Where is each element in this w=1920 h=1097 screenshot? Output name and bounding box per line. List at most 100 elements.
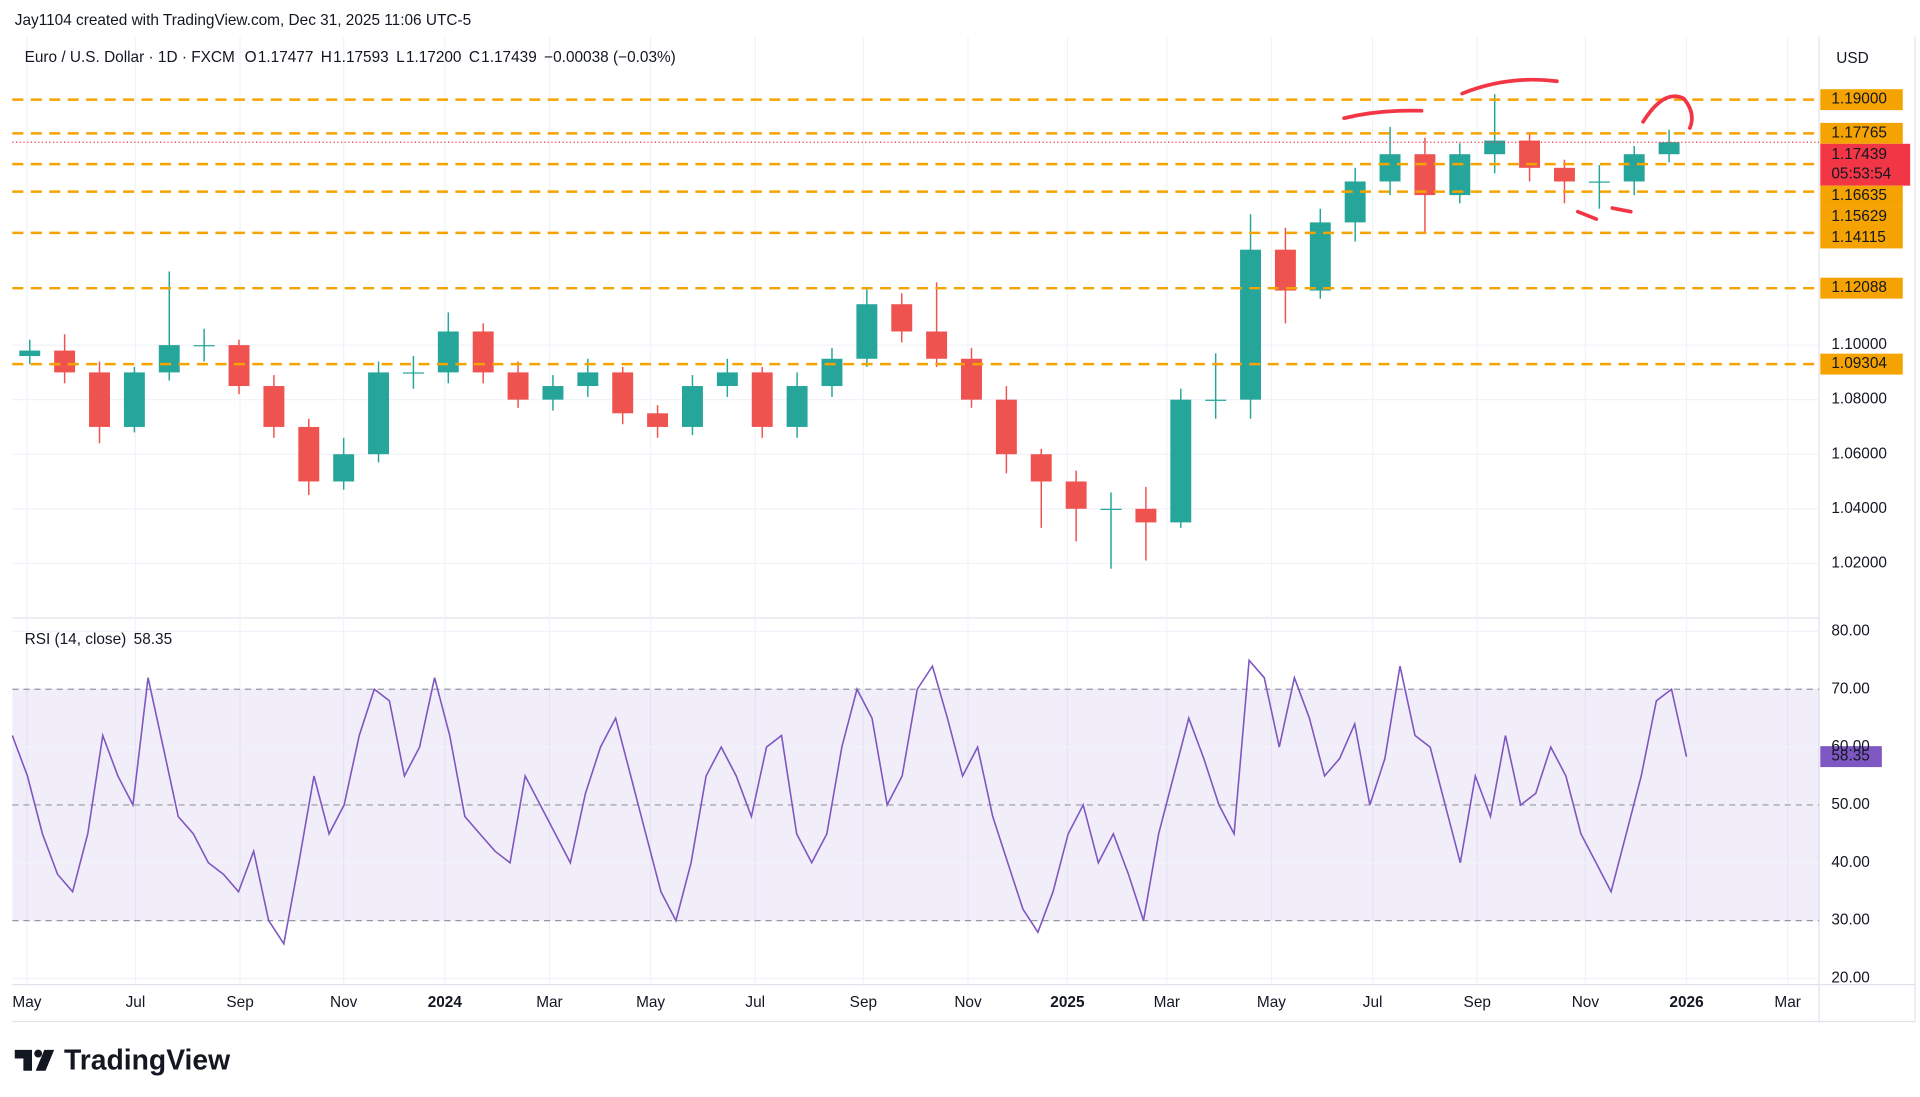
candle-body	[612, 372, 634, 414]
level-label: 1.16635	[1831, 187, 1887, 204]
x-tick-label: Mar	[536, 994, 562, 1011]
candle-body	[1309, 222, 1331, 291]
x-tick-label: Nov	[1572, 994, 1600, 1011]
last-price-box	[1820, 143, 1911, 186]
x-tick-label: Jul	[126, 994, 146, 1011]
candle-body	[507, 372, 529, 400]
logo: TradingView	[14, 1044, 231, 1076]
candle-body	[1065, 481, 1087, 509]
candle-body	[89, 372, 110, 427]
candle-body	[123, 372, 145, 427]
ohlc-value: 1.17439	[481, 49, 537, 66]
candle-body	[402, 372, 424, 374]
x-tick-label: Jul	[1363, 994, 1383, 1011]
candle-body	[1484, 140, 1506, 155]
annotations	[1342, 77, 1694, 221]
y-tick-label: 1.10000	[1831, 336, 1887, 353]
x-tick-label: Sep	[1464, 994, 1491, 1011]
x-tick-label: Mar	[1774, 994, 1800, 1011]
rsi-value-box	[1820, 746, 1882, 768]
level-label-box	[1820, 353, 1903, 375]
x-tick-label: May	[1257, 994, 1286, 1011]
annotation-stroke	[1641, 94, 1694, 130]
y-tick-label: 50.00	[1831, 796, 1869, 813]
level-label-box	[1820, 206, 1903, 228]
candle-body	[1658, 142, 1680, 155]
candle-body	[681, 386, 703, 427]
candle-body	[1135, 508, 1157, 523]
candle-body	[263, 386, 285, 427]
candle-body	[54, 350, 76, 373]
candle-body	[961, 358, 982, 400]
ohlc-key: O	[245, 49, 257, 66]
x-tick-label: May	[12, 994, 41, 1011]
candle-body	[1379, 154, 1401, 182]
candle-body	[647, 413, 669, 427]
candle-body	[437, 331, 459, 373]
logo-text: TradingView	[64, 1044, 231, 1076]
y-tick-label: 20.00	[1831, 970, 1869, 987]
level-label: 1.14115	[1831, 229, 1885, 246]
y-tick-label: 1.08000	[1831, 391, 1887, 408]
candle-body	[1030, 454, 1052, 482]
y-tick-label: 30.00	[1831, 912, 1869, 929]
rsi-title: RSI (14, close)	[25, 631, 127, 648]
x-tick-label: Sep	[850, 994, 877, 1011]
level-label: 1.17765	[1831, 124, 1887, 141]
symbol: Euro / U.S. Dollar · 1D · FXCM	[25, 49, 235, 66]
candle-body	[368, 372, 390, 455]
candle-body	[891, 304, 913, 332]
last-price-label: 1.17439	[1831, 146, 1887, 163]
candle-body	[1519, 140, 1541, 168]
currency-label: USD	[1836, 50, 1868, 67]
annotation-stroke	[1342, 108, 1424, 121]
level-label-box	[1820, 185, 1903, 207]
candle-body	[1240, 249, 1262, 400]
plot: 1.19000 1.17765 1.17439 05:53:54 1.16635 1.15…	[11, 89, 1911, 946]
logo-icon	[34, 1049, 43, 1058]
candle-body	[542, 386, 564, 400]
annotation-stroke	[1460, 77, 1559, 96]
level-label-box	[1820, 122, 1903, 144]
level-label: 1.12088	[1831, 279, 1887, 296]
rsi-line	[11, 658, 1688, 946]
y-tick-label: 1.04000	[1831, 500, 1887, 517]
annotation-stroke	[1576, 209, 1599, 221]
level-label: 1.19000	[1831, 91, 1887, 108]
rsi-value-label: 58.35	[1831, 748, 1869, 765]
candle-body	[228, 345, 250, 387]
candle-body	[1344, 181, 1366, 223]
candle-body	[926, 331, 948, 359]
ohlc-key: C	[469, 49, 480, 66]
attribution: Jay1104 created with TradingView.com, De…	[15, 12, 471, 29]
change: −0.00038 (−0.03%)	[544, 49, 676, 66]
countdown-label: 05:53:54	[1831, 166, 1891, 183]
candle-body	[193, 345, 215, 347]
candle-body	[856, 304, 878, 359]
candle-body	[1414, 154, 1436, 196]
candle-body	[1205, 399, 1227, 401]
y-tick-label: 40.00	[1831, 854, 1869, 871]
grid	[12, 36, 1820, 985]
candle-body	[1623, 154, 1645, 182]
x-tick-label: Jul	[745, 994, 765, 1011]
x-tick-label: 2024	[428, 994, 463, 1011]
x-tick-label: 2026	[1669, 994, 1703, 1011]
candle-body	[751, 372, 773, 427]
level-label-box	[1820, 227, 1903, 249]
x-tick-label: Sep	[226, 994, 253, 1011]
candle-body	[333, 454, 355, 482]
candle-body	[1100, 508, 1122, 510]
annotation-stroke	[1610, 206, 1633, 214]
ohlc-value: 1.17477	[258, 49, 314, 66]
level-label-box	[1820, 89, 1903, 111]
rsi-header-value: 58.35	[134, 631, 172, 648]
candle-body	[1449, 154, 1471, 196]
logo-icon	[14, 1049, 33, 1071]
ohlc-value: 1.17200	[406, 49, 462, 66]
candle-body	[577, 372, 599, 387]
candle-body	[298, 426, 320, 482]
y-tick-label: 80.00	[1831, 622, 1869, 639]
y-tick-label: 1.02000	[1831, 554, 1887, 571]
